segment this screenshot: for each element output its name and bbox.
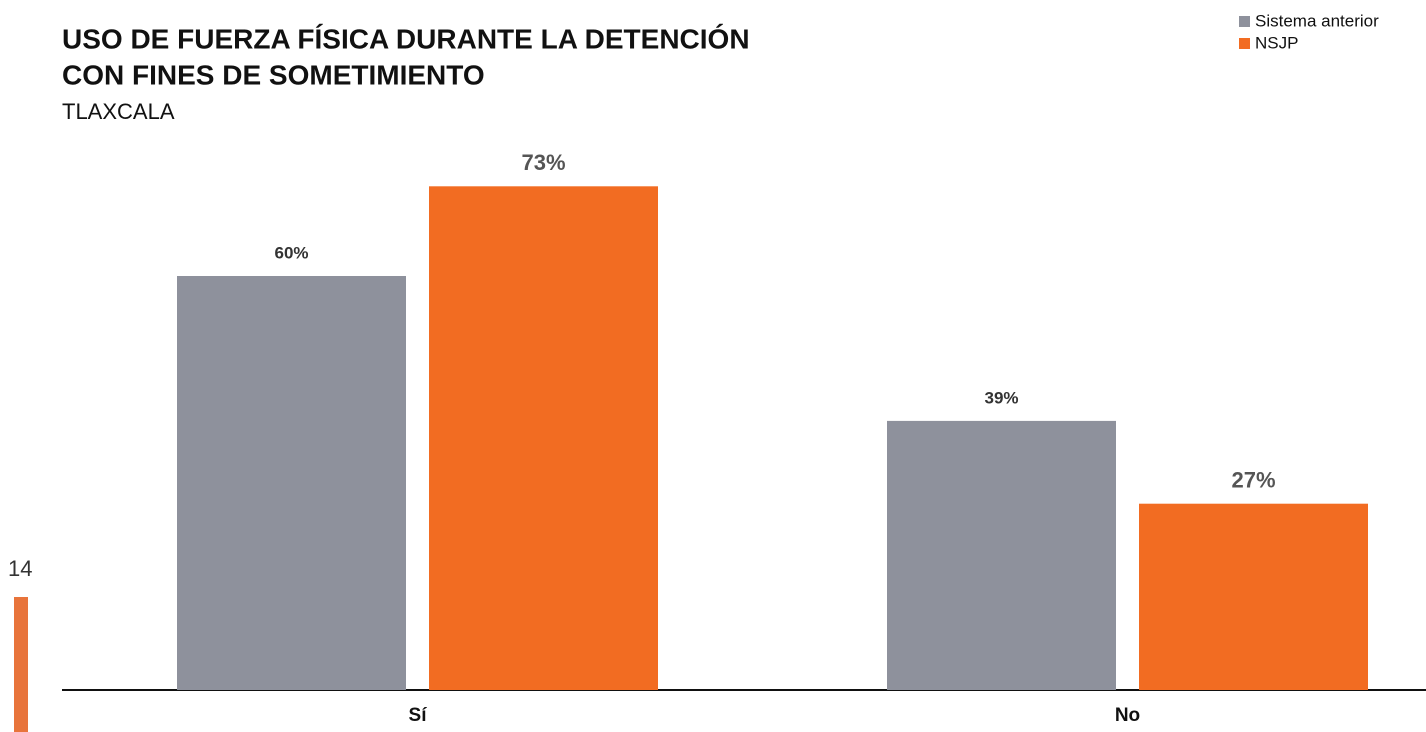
- bar: [1139, 503, 1368, 690]
- data-label: 60%: [274, 243, 308, 262]
- page-number: 14: [8, 556, 32, 581]
- chart-title: USO DE FUERZA FÍSICA DURANTE LA DETENCIÓ…: [62, 23, 750, 54]
- chart-title: CON FINES DE SOMETIMIENTO: [62, 59, 485, 90]
- legend-swatch: [1239, 16, 1250, 27]
- bar: [887, 420, 1116, 690]
- page-accent: [14, 597, 28, 732]
- data-label: 73%: [521, 150, 565, 175]
- legend-label: NSJP: [1255, 33, 1298, 52]
- bar: [429, 186, 658, 691]
- bar: [177, 276, 406, 690]
- x-tick-label: No: [1115, 705, 1140, 726]
- legend-swatch: [1239, 38, 1250, 49]
- data-label: 39%: [984, 388, 1018, 407]
- chart-subtitle: TLAXCALA: [62, 99, 175, 124]
- legend-label: Sistema anterior: [1255, 11, 1379, 30]
- data-label: 27%: [1231, 468, 1275, 493]
- x-tick-label: Sí: [409, 705, 428, 726]
